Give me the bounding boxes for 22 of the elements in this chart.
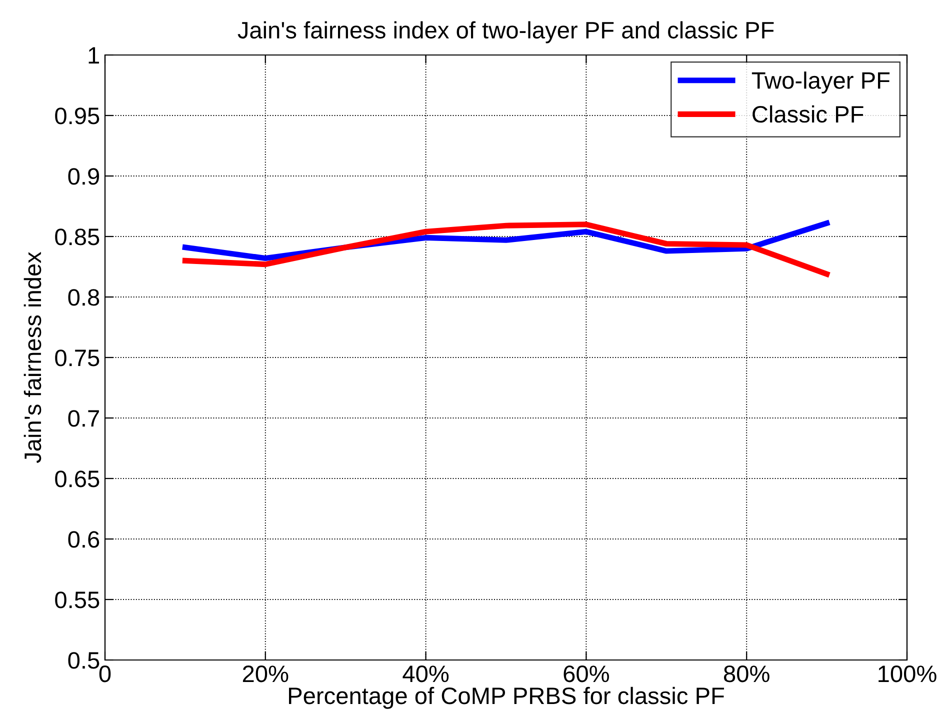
- chart-title: Jain's fairness index of two-layer PF and classic PF: [238, 21, 774, 44]
- x-tick-label: 20%: [242, 665, 288, 682]
- y-tick-label: 1: [88, 47, 99, 64]
- x-tick-label: 40%: [402, 665, 449, 682]
- y-tick-label: 0.5: [68, 652, 100, 669]
- x-axis-title: Percentage of CoMP PRBS for classic PF: [289, 686, 724, 709]
- x-tick-label: 60%: [564, 665, 609, 682]
- legend-label: Classic PF: [752, 105, 864, 123]
- x-tick-label: 0: [99, 665, 111, 682]
- y-tick-label: 0.65: [55, 470, 100, 488]
- y-tick-label: 0.9: [68, 168, 100, 185]
- x-tick-label: 80%: [724, 665, 770, 682]
- y-tick-label: 0.85: [55, 228, 100, 246]
- x-tick-label: 100%: [878, 665, 936, 682]
- y-tick-label: 0.8: [68, 289, 100, 306]
- y-axis-title: Jain's fairness index: [24, 252, 42, 464]
- y-tick-label: 0.55: [55, 592, 100, 608]
- y-tick-label: 0.7: [68, 410, 99, 427]
- y-tick-label: 0.75: [55, 350, 100, 366]
- legend-label: Two-layer PF: [752, 72, 890, 94]
- y-tick-label: 0.6: [68, 531, 100, 548]
- y-tick-label: 0.95: [55, 108, 100, 124]
